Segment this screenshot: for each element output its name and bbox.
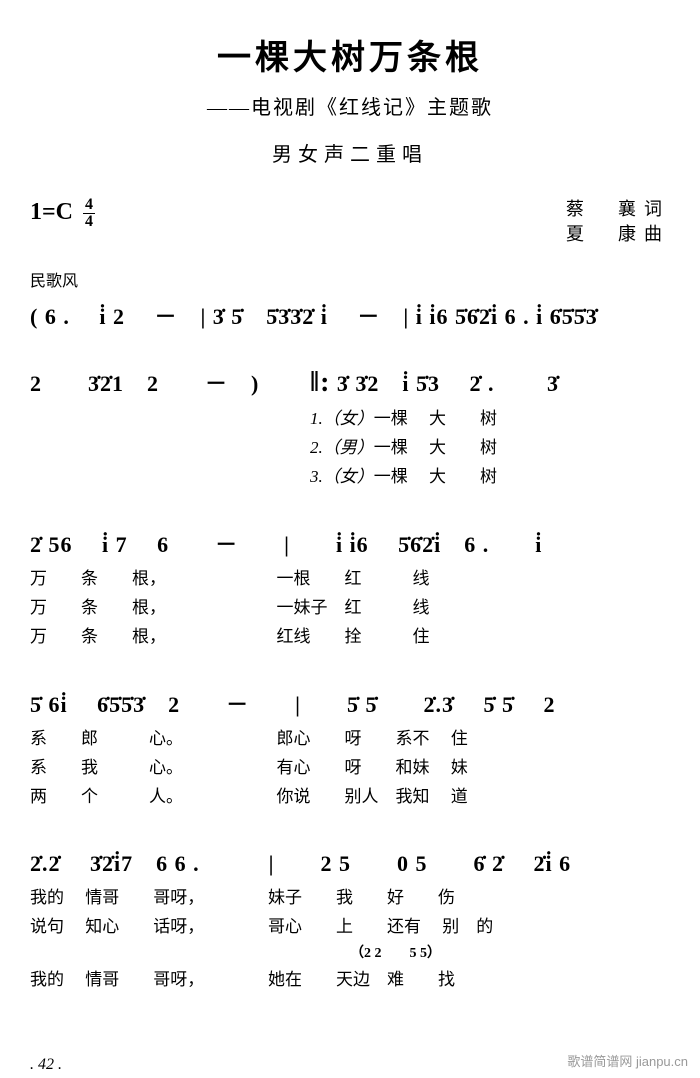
- lyric-row: 2.（男）一棵 大 树: [310, 434, 670, 463]
- composer: 夏 康曲: [566, 222, 670, 247]
- key-signature: 1=C 4 4: [30, 197, 95, 230]
- lyric-1-1: 一棵 大 树: [374, 409, 497, 428]
- lyric-3-1: 一棵 大 树: [374, 467, 497, 486]
- verse-start-content: 3̇ 3̇2 i̇ 5̇3 2̇ . 3̇: [337, 371, 559, 396]
- lyric-row: 我的 情哥 哥呀， 她在 天边 难 找: [30, 966, 670, 995]
- lyrics-stack-5: 我的 情哥 哥呀， 妹子 我 好 伤 说句 知心 话呀， 哥心 上 还有 别 的…: [30, 884, 670, 994]
- lyric-row: 万 条 根， 一根 红 线: [30, 565, 670, 594]
- lyric-row: 系 我 心。 有心 呀 和妹 妹: [30, 754, 670, 783]
- verse-label-3: 3.（女）: [310, 467, 374, 486]
- lyric-row: 我的 情哥 哥呀， 妹子 我 好 伤: [30, 884, 670, 913]
- verse-start-notes: ‖: 3̇ 3̇2 i̇ 5̇3 2̇ . 3̇: [310, 366, 559, 399]
- verse-label-2: 2.（男）: [310, 438, 374, 457]
- song-title: 一棵大树万条根: [30, 30, 670, 79]
- lyrics-stack-3: 万 条 根， 一根 红 线 万 条 根， 一妹子 红 线 万 条 根， 红线 拴…: [30, 565, 670, 652]
- section-2: 2 3̇2̇1 2 － ) ‖: 3̇ 3̇2 i̇ 5̇3 2̇ . 3̇ 1…: [30, 366, 670, 492]
- lyric-row: 3.（女）一棵 大 树: [310, 463, 670, 492]
- section-3: 2̇ 56 i̇ 7 6 － | i̇ i̇6 5̇6̇2̇i̇ 6 . i̇ …: [30, 527, 670, 652]
- time-signature: 4 4: [83, 197, 95, 230]
- watermark: 歌谱简谱网 jianpu.cn: [567, 1051, 688, 1070]
- lyric-row: 两 个 人。 你说 别人 我知 道: [30, 783, 670, 812]
- lyrics-stack-4: 系 郎 心。 郎心 呀 系不 住 系 我 心。 有心 呀 和妹 妹 两 个 人。…: [30, 725, 670, 812]
- verse-label-1: 1.（女）: [310, 409, 374, 428]
- credits: 蔡 襄词 夏 康曲: [566, 197, 670, 247]
- intro-notes-1: ( 6 . i̇ 2 － | 3̇ 5̇ 5̇3̇3̇2̇ i̇ － | i̇ …: [30, 299, 670, 331]
- time-top: 4: [83, 197, 95, 214]
- section-4: 5̇ 6i̇ 6̇5̇5̇3̇ 2 － | 5̇ 5̇ 2̇.3̇ 5̇ 5̇ …: [30, 687, 670, 812]
- lyric-row: 1.（女）一棵 大 树: [310, 405, 670, 434]
- meta-row: 1=C 4 4 蔡 襄词 夏 康曲: [30, 197, 670, 247]
- style-marking: 民歌风: [30, 267, 670, 291]
- lyric-row: 系 郎 心。 郎心 呀 系不 住: [30, 725, 670, 754]
- song-subtitle: ——电视剧《红线记》主题歌: [30, 91, 670, 120]
- lyric-2-1: 一棵 大 树: [374, 438, 497, 457]
- lyric-row: 说句 知心 话呀， 哥心 上 还有 别 的: [30, 913, 670, 942]
- section-5: 2̇.2̇ 3̇2̇i̇7 6 6 . | 2 5 0 5 6̇ 2̇ 2̇i̇…: [30, 846, 670, 994]
- key-text: 1=C: [30, 199, 73, 225]
- time-bottom: 4: [83, 214, 95, 230]
- lyrics-stack-1: 1.（女）一棵 大 树 2.（男）一棵 大 树 3.（女）一棵 大 树: [30, 405, 670, 492]
- notes-line-5: 2̇.2̇ 3̇2̇i̇7 6 6 . | 2 5 0 5 6̇ 2̇ 2̇i̇…: [30, 846, 670, 878]
- intro-notes-2: 2 3̇2̇1 2 － ): [30, 366, 310, 399]
- duet-type: 男女声二重唱: [30, 138, 670, 167]
- notes-line-4: 5̇ 6i̇ 6̇5̇5̇3̇ 2 － | 5̇ 5̇ 2̇.3̇ 5̇ 5̇ …: [30, 687, 670, 719]
- page-number: . 42 .: [30, 1056, 62, 1074]
- lyric-row: 万 条 根， 一妹子 红 线: [30, 594, 670, 623]
- lyricist: 蔡 襄词: [566, 197, 670, 222]
- lyric-row: 万 条 根， 红线 拴 住: [30, 623, 670, 652]
- intro-section: ( 6 . i̇ 2 － | 3̇ 5̇ 5̇3̇3̇2̇ i̇ － | i̇ …: [30, 299, 670, 331]
- small-notes-row: （2 2 5 5）: [30, 942, 670, 966]
- notes-line-3: 2̇ 56 i̇ 7 6 － | i̇ i̇6 5̇6̇2̇i̇ 6 . i̇: [30, 527, 670, 559]
